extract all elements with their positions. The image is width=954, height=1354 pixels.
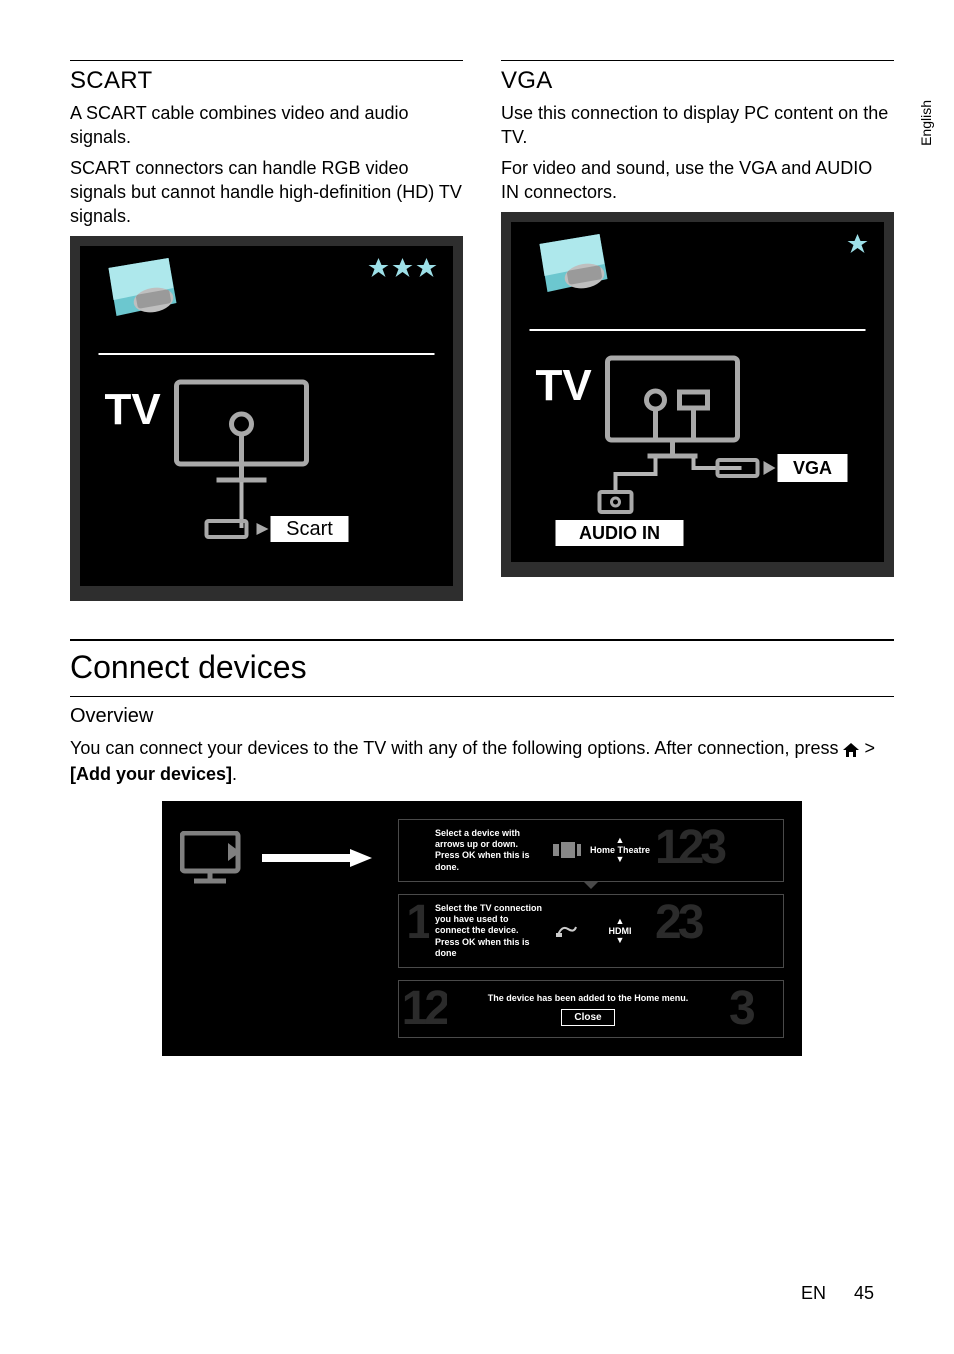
scart-paragraph-1: A SCART cable combines video and audio s… [70,101,463,150]
audio-in-label: AUDIO IN [579,523,660,543]
menu-item-add-devices: [Add your devices] [70,764,232,784]
step-1-row: Select a device with arrows up or down. … [398,819,784,882]
step-3-trail-ghost: 3 [729,981,783,1037]
page-content: SCART A SCART cable combines video and a… [70,60,894,1314]
scart-diagram: TV Scar [70,236,463,601]
step-3-row: 12 The device has been added to the Home… [398,980,784,1038]
screenshot-left-panel [180,819,380,885]
vga-column: VGA Use this connection to display PC co… [501,60,894,601]
step-1-trail-ghost: 123 [655,820,783,881]
footer-lang: EN [801,1283,826,1304]
step-1-device-icon [549,820,585,881]
vga-diagram: TV [501,212,894,577]
language-tab: English [918,100,934,146]
step-2-cable-icon [549,895,585,967]
scart-rule [70,60,463,61]
down-arrow-icon: ▼ [616,855,625,864]
step-2-row: 1 Select the TV connection you have used… [398,894,784,968]
up-arrow-icon: ▲ [616,917,625,926]
vga-diagram-svg: TV [511,222,884,562]
vga-paragraph-1: Use this connection to display PC conten… [501,101,894,150]
tv-label-vga: TV [536,361,593,410]
down-arrow-icon: ▼ [616,936,625,945]
step-3-lead-ghost: 12 [399,981,447,1037]
up-arrow-icon: ▲ [616,836,625,845]
page-footer: EN 45 [801,1283,874,1304]
step-1-text: Select a device with arrows up or down. … [429,820,549,881]
step-3-text: The device has been added to the Home me… [488,993,689,1003]
add-devices-screenshot: Select a device with arrows up or down. … [162,801,802,1056]
overview-text-pre: You can connect your devices to the TV w… [70,738,843,758]
step-1-pointer-icon [583,881,599,889]
scart-paragraph-2: SCART connectors can handle RGB video si… [70,156,463,229]
connect-rule-thin [70,696,894,697]
menu-sep: > [864,738,875,758]
step-2-selector: ▲ HDMI ▼ [585,895,655,967]
step-3-content: The device has been added to the Home me… [447,981,729,1037]
connect-heading: Connect devices [70,649,894,686]
vga-paragraph-2: For video and sound, use the VGA and AUD… [501,156,894,205]
arrow-icon [262,849,372,867]
screenshot-steps: Select a device with arrows up or down. … [398,819,784,1038]
scart-port-label: Scart [286,518,333,540]
overview-heading: Overview [70,705,894,728]
step-2-trail-ghost: 23 [655,895,783,967]
scart-diagram-svg: TV Scar [80,246,453,586]
footer-page-number: 45 [854,1283,874,1304]
vga-port-label: VGA [793,458,832,478]
scart-column: SCART A SCART cable combines video and a… [70,60,463,601]
step-1-lead-ghost [399,820,429,881]
two-column-layout: SCART A SCART cable combines video and a… [70,60,894,601]
vga-heading: VGA [501,67,894,95]
vga-rule [501,60,894,61]
close-button[interactable]: Close [561,1009,614,1026]
overview-paragraph: You can connect your devices to the TV w… [70,736,894,786]
step-2-lead-ghost: 1 [399,895,429,967]
scart-heading: SCART [70,67,463,95]
step-1-selector: ▲ Home Theatre ▼ [585,820,655,881]
home-icon [843,743,859,757]
connect-rule-top [70,639,894,641]
tv-label: TV [105,385,162,434]
step-2-text: Select the TV connection you have used t… [429,895,549,967]
overview-period: . [232,764,237,784]
tv-icon [180,831,250,885]
